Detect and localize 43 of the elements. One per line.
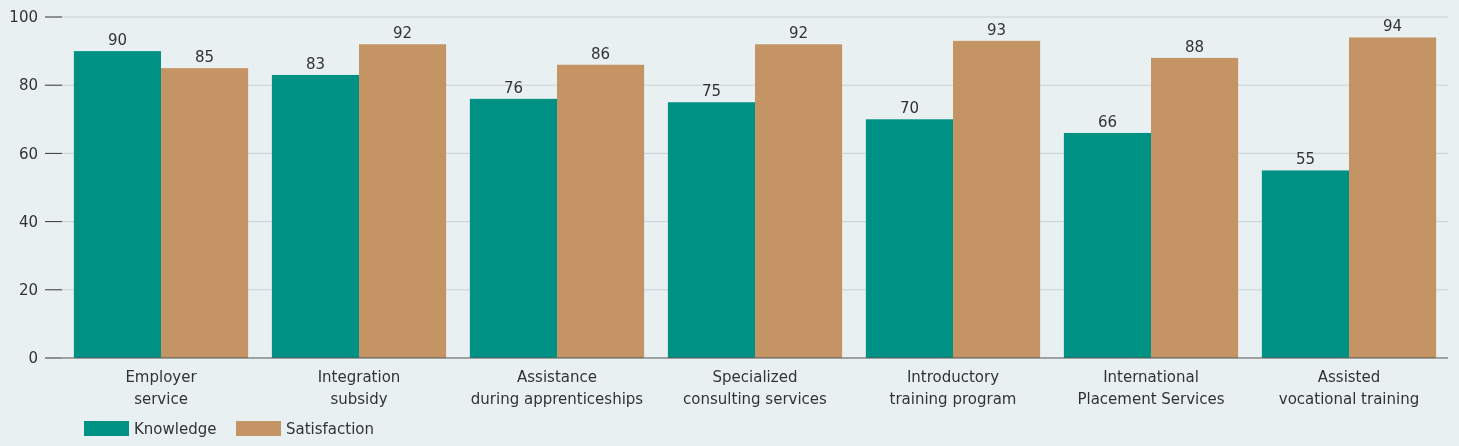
- bar: [271, 74, 359, 358]
- bar: [469, 98, 557, 358]
- bar: [1349, 37, 1437, 358]
- y-tick-label: 0: [28, 349, 38, 368]
- data-label: 66: [1097, 112, 1117, 131]
- data-label: 88: [1185, 37, 1205, 56]
- bar: [161, 68, 249, 358]
- data-label: 92: [789, 24, 809, 43]
- data-label: 90: [107, 31, 127, 50]
- bar: [755, 44, 843, 358]
- data-label: 92: [393, 24, 413, 43]
- data-label: 75: [701, 82, 721, 101]
- data-label: 85: [195, 48, 215, 67]
- y-tick-label: 60: [18, 144, 38, 163]
- bar: [667, 102, 755, 358]
- x-tick-label: International Placement Services: [1077, 368, 1225, 408]
- bar: [73, 51, 161, 358]
- data-label: 76: [503, 78, 523, 97]
- x-tick-label: Introductory training program: [889, 368, 1017, 408]
- data-label: 94: [1383, 17, 1403, 36]
- data-label: 70: [899, 99, 919, 118]
- data-label: 55: [1295, 150, 1315, 169]
- x-tick-label: Employer service: [125, 368, 198, 408]
- bar: [1063, 132, 1151, 358]
- legend-label: Knowledge: [134, 420, 217, 438]
- y-tick-label: 80: [18, 76, 38, 95]
- data-label: 83: [305, 54, 325, 73]
- bar: [1151, 57, 1239, 358]
- y-tick-label: 100: [9, 8, 38, 27]
- bar: [359, 44, 447, 358]
- y-tick-label: 40: [18, 212, 38, 231]
- bar: [1261, 170, 1349, 358]
- data-label: 93: [987, 20, 1007, 39]
- x-tick-label: Assistance during apprenticeships: [470, 368, 644, 408]
- legend-label: Satisfaction: [286, 420, 375, 438]
- x-tick-label: Assisted vocational training: [1278, 368, 1420, 408]
- bar: [557, 64, 645, 358]
- data-label: 86: [591, 44, 611, 63]
- x-tick-label: Integration subsidy: [317, 368, 401, 408]
- y-tick-label: 20: [18, 281, 38, 300]
- bar: [953, 40, 1041, 358]
- bar: [865, 119, 953, 358]
- x-tick-label: Specialized consulting services: [683, 368, 828, 408]
